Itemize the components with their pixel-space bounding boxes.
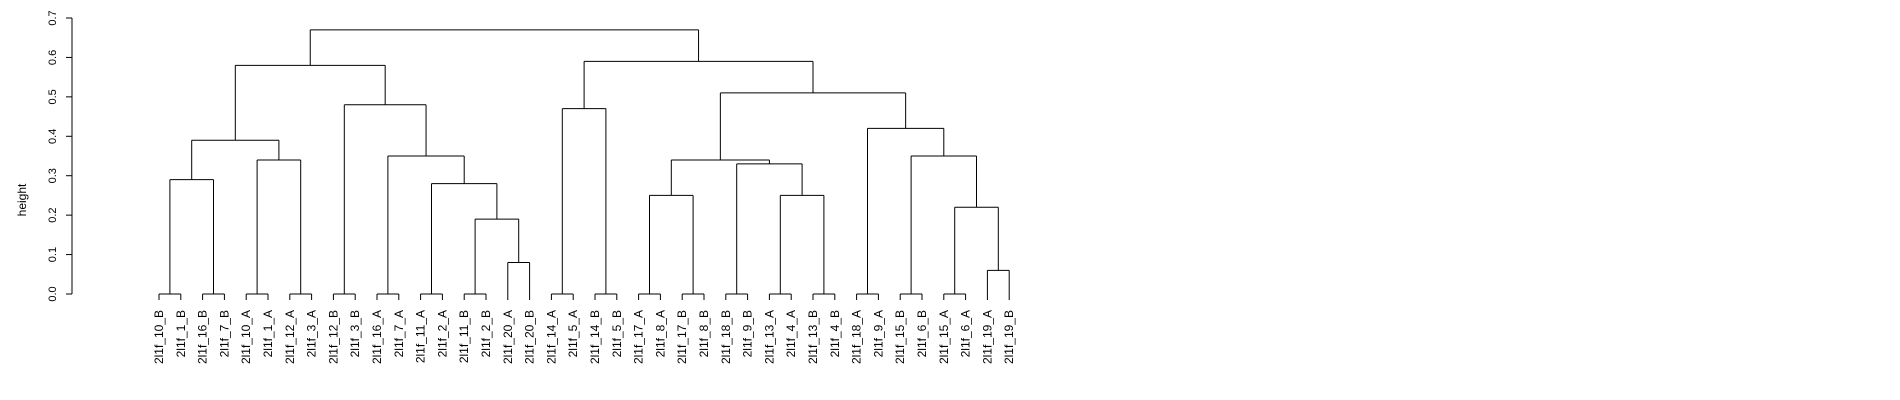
- leaf-label: 2l1f_1_A: [261, 310, 275, 357]
- leaf-label: 2l1f_19_B: [1002, 310, 1016, 364]
- leaf-label: 2l1f_8_B: [697, 310, 711, 357]
- y-tick-label: 0.1: [47, 247, 59, 262]
- y-tick-label: 0.2: [47, 207, 59, 222]
- leaf-label: 2l1f_4_B: [828, 310, 842, 357]
- leaf-label: 2l1f_17_A: [632, 310, 646, 364]
- leaf-label: 2l1f_4_A: [784, 310, 798, 357]
- leaf-label: 2l1f_14_B: [588, 310, 602, 364]
- leaf-label: 2l1f_16_B: [196, 310, 210, 364]
- leaf-label: 2l1f_8_A: [653, 310, 667, 357]
- leaf-label: 2l1f_5_B: [610, 310, 624, 357]
- y-tick-label: 0.5: [47, 89, 59, 104]
- leaf-labels: 2l1f_10_B 2l1f_1_B 2l1f_16_B 2l1f_7_B 2l1f_1…: [152, 310, 1016, 364]
- leaf-label: 2l1f_3_B: [348, 310, 362, 357]
- leaf-label: 2l1f_7_A: [392, 310, 406, 357]
- leaf-label: 2l1f_11_A: [414, 310, 428, 363]
- leaf-label: 2l1f_7_B: [217, 310, 231, 357]
- y-tick-label: 0.4: [47, 129, 59, 144]
- leaf-label: 2l1f_5_A: [566, 310, 580, 357]
- y-tick-label: 0.6: [47, 50, 59, 65]
- leaf-label: 2l1f_13_B: [806, 310, 820, 364]
- y-tick-label: 0.0: [47, 286, 59, 301]
- leaf-label: 2l1f_3_A: [305, 310, 319, 357]
- leaf-label: 2l1f_12_A: [283, 310, 297, 364]
- leaf-label: 2l1f_18_A: [850, 310, 864, 364]
- leaf-label: 2l1f_11_B: [457, 310, 471, 363]
- leaf-label: 2l1f_6_B: [915, 310, 929, 357]
- leaf-label: 2l1f_15_A: [937, 310, 951, 364]
- leaf-label: 2l1f_2_A: [435, 310, 449, 357]
- leaf-label: 2l1f_13_A: [762, 310, 776, 364]
- y-axis-label: height: [15, 183, 29, 216]
- leaf-label: 2l1f_9_B: [741, 310, 755, 357]
- y-axis: 0.0 0.1 0.2 0.3 0.4 0.5 0.6 0.7: [47, 10, 73, 302]
- leaf-label: 2l1f_10_B: [152, 310, 166, 364]
- leaf-label: 2l1f_1_B: [174, 310, 188, 357]
- y-tick-label: 0.7: [47, 10, 59, 25]
- dendrogram-tree: [158, 29, 1010, 300]
- leaf-label: 2l1f_15_B: [893, 310, 907, 364]
- leaf-label: 2l1f_10_A: [239, 310, 253, 364]
- leaf-label: 2l1f_6_A: [959, 310, 973, 357]
- leaf-label: 2l1f_12_B: [326, 310, 340, 364]
- leaf-label: 2l1f_9_A: [871, 310, 885, 357]
- leaf-label: 2l1f_2_B: [479, 310, 493, 357]
- leaf-label: 2l1f_18_B: [719, 310, 733, 364]
- leaf-label: 2l1f_14_A: [544, 310, 558, 364]
- leaf-label: 2l1f_17_B: [675, 310, 689, 364]
- leaf-label: 2l1f_16_A: [370, 310, 384, 364]
- leaf-label: 2l1f_20_B: [523, 310, 537, 364]
- leaf-label: 2l1f_19_A: [980, 310, 994, 364]
- y-tick-label: 0.3: [47, 168, 59, 183]
- leaf-label: 2l1f_20_A: [501, 310, 515, 364]
